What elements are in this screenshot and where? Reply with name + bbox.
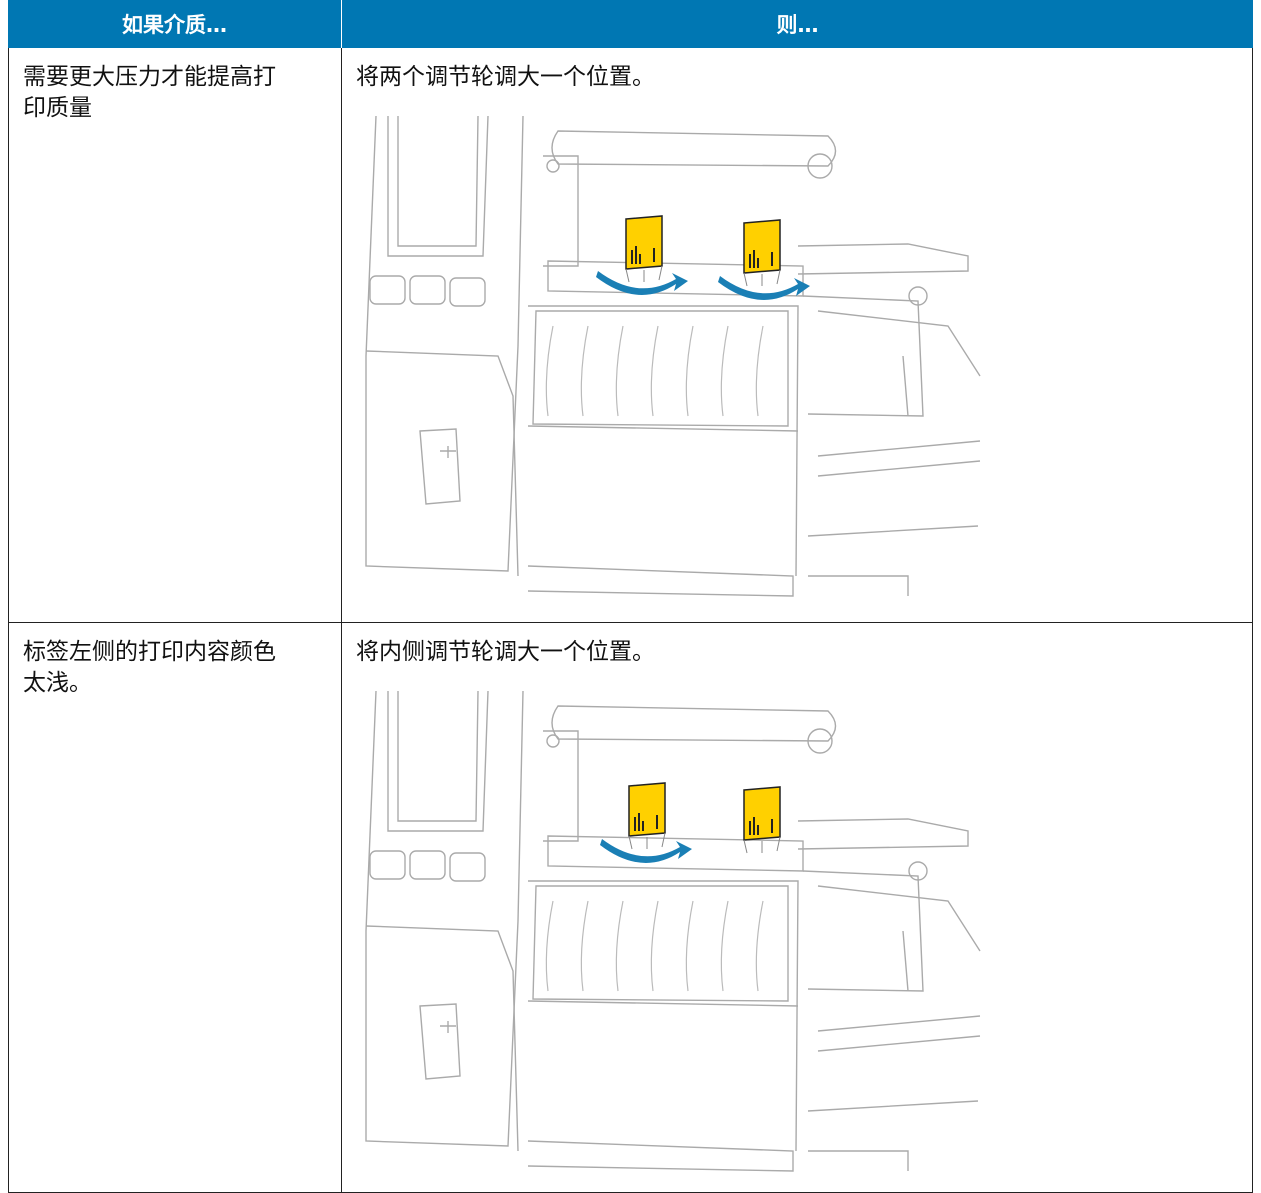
condition-text: 标签左侧的打印内容颜色太浅。 xyxy=(23,639,276,696)
condition-cell: 需要更大压力才能提高打印质量 xyxy=(8,48,341,623)
illustration xyxy=(365,690,981,1172)
header-cell: 则… xyxy=(341,0,1253,48)
action-cell: 将两个调节轮调大一个位置。 xyxy=(341,48,1253,623)
header-cell: 如果介质… xyxy=(8,0,341,48)
condition-cell: 标签左侧的打印内容颜色太浅。 xyxy=(8,623,341,1193)
table: 如果介质… 则… 需要更大压力才能提高打印质量 将两个调节轮调大一个位置。 标签… xyxy=(8,0,1253,1193)
action-text: 将内侧调节轮调大一个位置。 xyxy=(356,639,655,665)
illustration xyxy=(365,115,981,597)
condition-text: 需要更大压力才能提高打印质量 xyxy=(23,64,276,121)
action-cell: 将内侧调节轮调大一个位置。 xyxy=(341,623,1253,1193)
action-text: 将两个调节轮调大一个位置。 xyxy=(356,64,655,90)
